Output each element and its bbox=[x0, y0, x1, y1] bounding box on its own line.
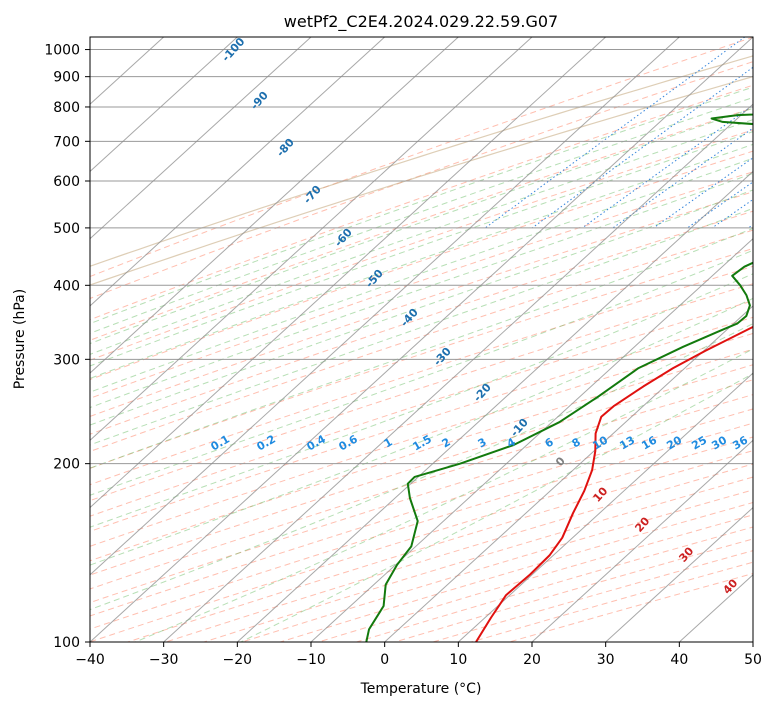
moist-adiabat-line bbox=[240, 373, 753, 642]
mixing-ratio-line bbox=[531, 66, 753, 229]
dry-adiabat-line bbox=[90, 84, 753, 321]
tan-curve-line bbox=[90, 76, 753, 286]
moist-adiabat-line bbox=[90, 323, 753, 611]
plot-frame bbox=[89, 36, 754, 643]
y-axis-label: Pressure (hPa) bbox=[12, 289, 28, 389]
dry-adiabat-line bbox=[90, 37, 753, 278]
x-tick-label: 20 bbox=[523, 652, 541, 668]
y-tick-label: 100 bbox=[53, 635, 80, 651]
y-tick-label: 1000 bbox=[44, 43, 80, 59]
isotherm-gridline bbox=[384, 305, 753, 642]
chart-title: wetPf2_C2E4.2024.029.22.59.G07 bbox=[284, 12, 558, 32]
grid-lines bbox=[90, 37, 753, 642]
x-tick-label: −30 bbox=[149, 652, 179, 668]
y-tick-label: 500 bbox=[53, 221, 80, 237]
dry-adiabat-line bbox=[90, 150, 753, 381]
x-tick-label: 40 bbox=[670, 652, 688, 668]
y-tick-label: 400 bbox=[53, 278, 80, 294]
x-tick-label: −20 bbox=[223, 652, 253, 668]
isotherm-gridline bbox=[457, 372, 753, 642]
x-tick-label: 30 bbox=[597, 652, 615, 668]
dry-adiabat-line bbox=[90, 379, 753, 590]
isotherm-gridline bbox=[163, 103, 753, 642]
x-axis-label: Temperature (°C) bbox=[360, 681, 482, 697]
dry-adiabat-line bbox=[90, 191, 753, 417]
x-tick-label: 10 bbox=[449, 652, 467, 668]
dry-adiabat-line bbox=[90, 265, 753, 486]
mixing-ratio-line bbox=[485, 37, 746, 229]
x-tick-label: −10 bbox=[296, 652, 326, 668]
dry-adiabat-line bbox=[90, 61, 753, 299]
x-tick-label: 50 bbox=[744, 652, 762, 668]
isotherm-gridline bbox=[90, 37, 533, 442]
isotherm-gridline bbox=[90, 37, 312, 240]
y-tick-label: 700 bbox=[53, 134, 80, 150]
temperature-line bbox=[475, 325, 753, 642]
y-tick-label: 900 bbox=[53, 70, 80, 86]
moist-adiabat-line bbox=[90, 157, 753, 393]
isotherm-gridline bbox=[90, 37, 386, 307]
tan-curve-line bbox=[90, 55, 753, 267]
mixing-ratio-line bbox=[653, 157, 753, 229]
moist-adiabat-line bbox=[90, 207, 753, 446]
isotherm-gridline bbox=[90, 37, 753, 642]
moist-adiabat-line bbox=[90, 249, 753, 496]
isotherm-gridline bbox=[90, 37, 680, 576]
isotherm-gridline bbox=[90, 37, 238, 173]
moist-adiabat-line bbox=[90, 273, 753, 528]
dry-adiabat-line bbox=[90, 348, 753, 562]
isotherm-gridline bbox=[90, 37, 459, 374]
dry-adiabat-line bbox=[90, 300, 753, 517]
dry-adiabat-line bbox=[90, 247, 753, 469]
isotherm-gridline bbox=[310, 237, 753, 642]
dry-adiabat-line bbox=[90, 129, 753, 361]
background-lines bbox=[90, 37, 753, 642]
y-tick-label: 800 bbox=[53, 100, 80, 116]
moist-adiabat-line bbox=[90, 131, 753, 367]
isotherm-gridline bbox=[90, 37, 607, 509]
dry-adiabat-line bbox=[90, 210, 753, 435]
dry-adiabat-line bbox=[90, 107, 753, 341]
axis-ticks: −40 −30 −20 −10 0 10 20 30 40 50 1000 900 800 700 600 5… bbox=[44, 43, 762, 668]
dry-adiabat-line bbox=[90, 171, 753, 399]
moist-adiabat-line bbox=[90, 172, 753, 409]
x-tick-label: −40 bbox=[75, 652, 105, 668]
moist-adiabat-line bbox=[90, 96, 753, 334]
y-tick-label: 600 bbox=[53, 174, 80, 190]
moist-adiabat-line bbox=[135, 348, 753, 642]
isotherm-gridline bbox=[531, 439, 753, 642]
x-tick-label: 0 bbox=[380, 652, 389, 668]
dry-adiabat-line bbox=[90, 332, 753, 547]
y-tick-label: 300 bbox=[53, 352, 80, 368]
y-tick-label: 200 bbox=[53, 457, 80, 473]
isotherm-gridline bbox=[605, 506, 753, 642]
isotherm-gridline bbox=[236, 170, 753, 642]
data-series bbox=[365, 113, 753, 642]
dewpoint-line bbox=[365, 113, 753, 642]
moist-adiabat-line bbox=[90, 86, 753, 325]
